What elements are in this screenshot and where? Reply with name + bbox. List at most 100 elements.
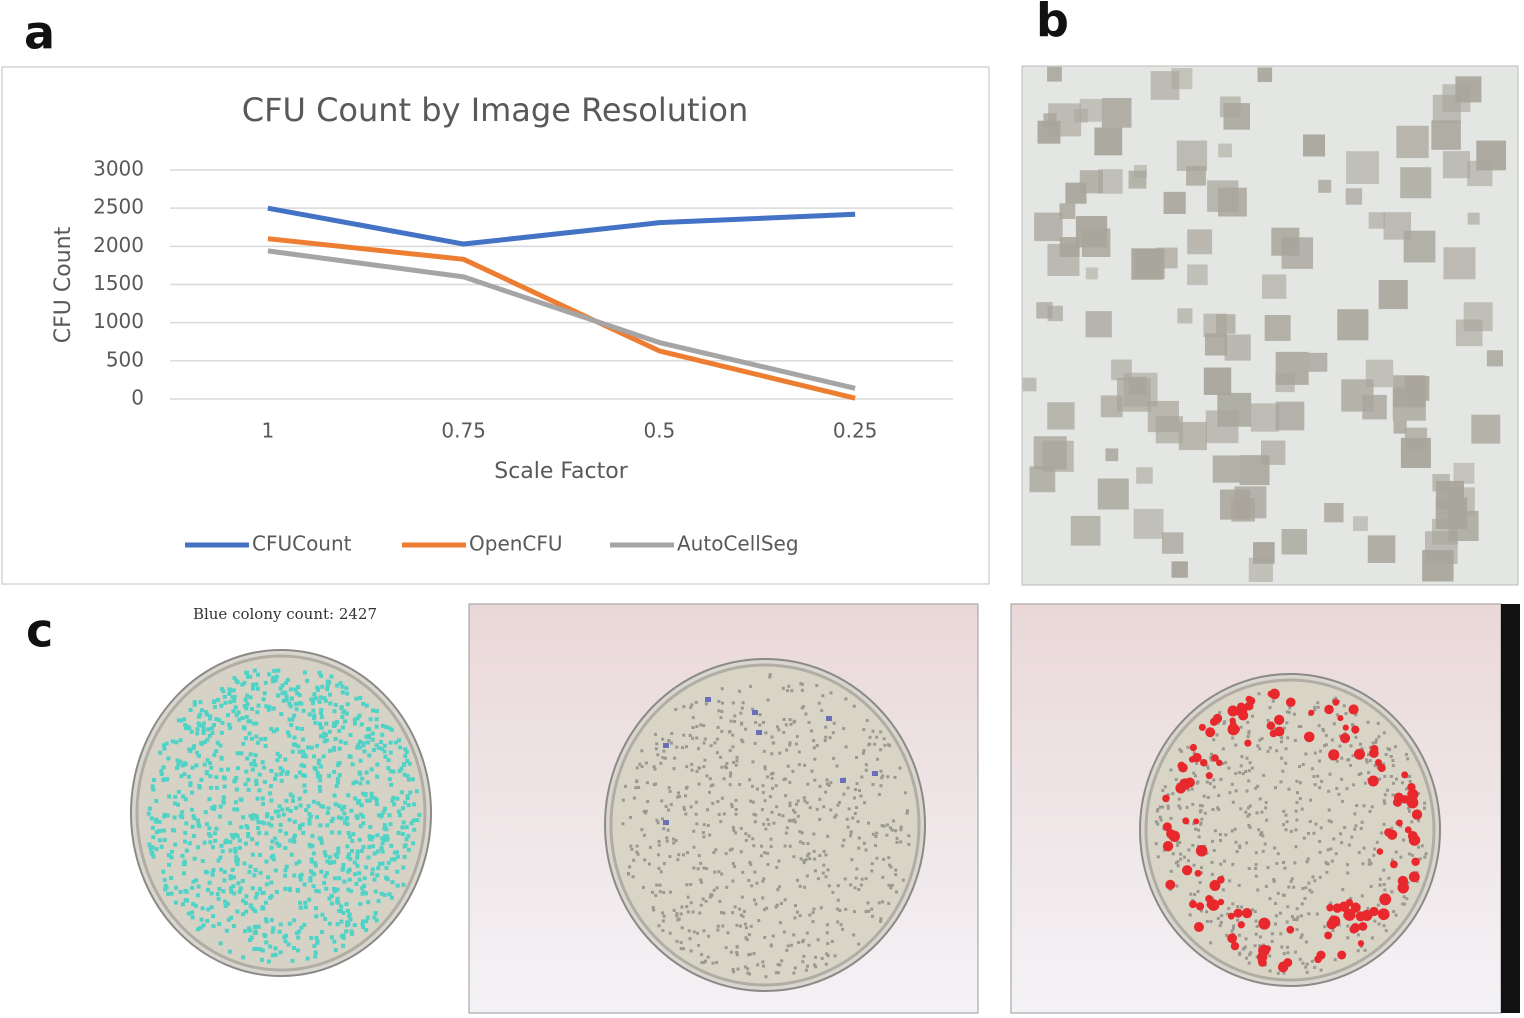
colony [415, 818, 420, 823]
colony [257, 788, 262, 793]
colony [1250, 403, 1280, 432]
colony [327, 921, 332, 926]
colony [184, 889, 189, 894]
colony [1298, 781, 1302, 785]
colony [375, 873, 380, 878]
colony [783, 844, 787, 848]
colony [719, 716, 723, 720]
colony [1353, 812, 1357, 816]
colony [328, 748, 333, 753]
colony [312, 692, 317, 697]
colony [1346, 151, 1379, 185]
colony [1256, 784, 1260, 788]
colony [1183, 855, 1187, 859]
colony [1042, 440, 1074, 472]
colony-marked [752, 710, 758, 715]
colony [342, 811, 347, 816]
colony [370, 871, 375, 876]
colony [222, 869, 227, 874]
colony [1313, 783, 1317, 787]
colony [190, 790, 195, 795]
colony [274, 727, 279, 732]
colony [815, 684, 819, 688]
colony [1264, 801, 1268, 805]
colony-marked [1182, 817, 1190, 825]
colony [1338, 744, 1342, 748]
colony [260, 760, 265, 765]
colony [188, 749, 193, 754]
colony [1424, 852, 1428, 856]
colony [1442, 151, 1471, 179]
colony [359, 722, 364, 727]
colony-marked [840, 778, 846, 783]
colony [372, 796, 377, 801]
colony [357, 713, 362, 718]
colony [365, 915, 370, 920]
colony [755, 787, 759, 791]
colony [1212, 778, 1216, 782]
colony [1327, 789, 1331, 793]
colony [1257, 828, 1261, 832]
colony [782, 930, 786, 934]
colony [248, 695, 253, 700]
colony [761, 960, 765, 964]
colony [1392, 910, 1396, 914]
colony [376, 899, 381, 904]
colony [1230, 782, 1234, 786]
colony-marked [1408, 871, 1420, 883]
colony [209, 905, 214, 910]
colony [283, 873, 288, 878]
colony [692, 829, 696, 833]
colony [761, 896, 765, 900]
colony [355, 863, 360, 868]
colony [194, 763, 199, 768]
colony [266, 959, 271, 964]
colony [239, 751, 244, 756]
colony [824, 962, 828, 966]
colony [392, 857, 397, 862]
colony [364, 798, 369, 803]
colony [1305, 962, 1309, 966]
colony [793, 719, 797, 723]
colony [344, 902, 349, 907]
colony [372, 851, 377, 856]
colony [300, 822, 305, 827]
colony [228, 886, 233, 891]
colony [731, 862, 735, 866]
colony [269, 855, 274, 860]
colony [311, 799, 316, 804]
colony [695, 725, 699, 729]
colony [278, 950, 283, 955]
colony [342, 879, 347, 884]
colony [771, 934, 775, 938]
colony [828, 736, 832, 740]
colony [711, 801, 715, 805]
colony [203, 810, 208, 815]
colony-marked [1408, 834, 1421, 846]
colony [271, 675, 276, 680]
colony [735, 950, 739, 954]
colony [361, 919, 366, 924]
colony [805, 931, 809, 935]
colony [1239, 725, 1243, 729]
colony [1216, 806, 1220, 810]
colony [744, 926, 748, 930]
colony [240, 716, 245, 721]
colony [289, 696, 294, 701]
colony [709, 744, 713, 748]
colony [297, 823, 302, 828]
colony [1369, 862, 1373, 866]
colony [1276, 971, 1280, 975]
colony [647, 862, 651, 866]
colony [655, 883, 659, 887]
colony [692, 866, 696, 870]
colony [751, 800, 755, 804]
colony [150, 852, 155, 857]
colony [351, 832, 356, 837]
colony [794, 742, 798, 746]
colony [771, 771, 775, 775]
colony [656, 821, 660, 825]
colony [797, 940, 801, 944]
colony [824, 853, 828, 857]
colony [715, 737, 719, 741]
